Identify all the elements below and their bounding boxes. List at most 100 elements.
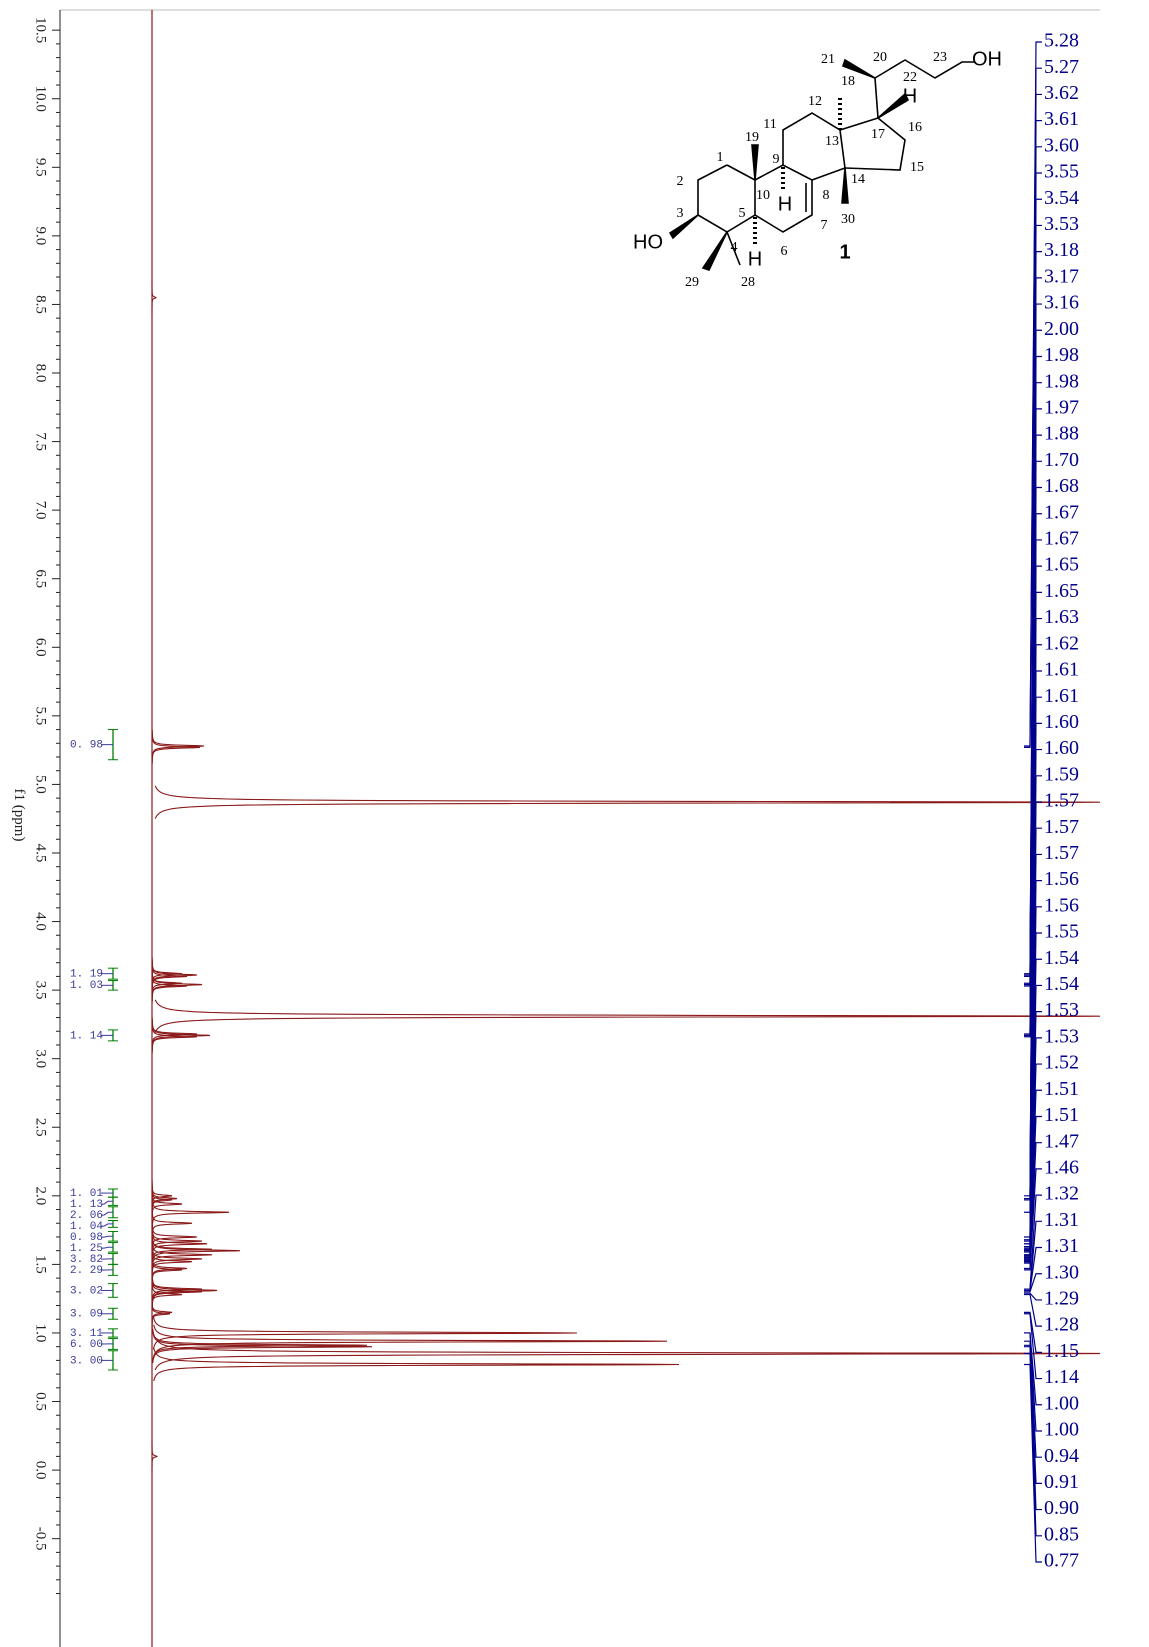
- peak: [151, 960, 188, 993]
- integral-label: 1. 14: [70, 1030, 103, 1042]
- peak: [154, 999, 1100, 1033]
- spectrum: [151, 10, 1100, 1647]
- atom-number: 19: [745, 130, 759, 145]
- integral-label: 3. 00: [70, 1355, 103, 1367]
- atom-number: 12: [808, 94, 822, 109]
- atom-number: 9: [773, 152, 780, 167]
- peak: [153, 1348, 680, 1381]
- x-tick-label: 8.0: [33, 364, 49, 383]
- peak-label: 1.57: [1044, 842, 1079, 864]
- peak: [152, 1329, 373, 1364]
- atom-number: 22: [903, 70, 917, 85]
- atom-number: 30: [841, 212, 855, 227]
- atom-number: 7: [821, 218, 828, 233]
- x-axis-title: f1 (ppm): [11, 789, 27, 842]
- integral-label: 3. 02: [70, 1285, 103, 1297]
- side-chain: [874, 59, 975, 119]
- peak-label: 1.56: [1044, 868, 1079, 890]
- atom-number: 20: [873, 50, 887, 65]
- atom-number: 17: [871, 127, 885, 142]
- peak-label: 0.91: [1044, 1471, 1079, 1493]
- peak-label: 1.57: [1044, 790, 1079, 812]
- peak-label: 5.28: [1044, 30, 1079, 52]
- integral-label: 3. 11: [70, 1328, 103, 1340]
- atom-number: 5: [739, 206, 746, 221]
- peak-label: 1.51: [1044, 1078, 1079, 1100]
- peak: [151, 1020, 198, 1054]
- peak-label: 1.32: [1044, 1183, 1079, 1205]
- peak-connector: [1024, 1340, 1042, 1458]
- integral-label: 0. 98: [70, 1232, 103, 1244]
- peak: [151, 969, 188, 1003]
- peak-label: 1.62: [1044, 632, 1079, 654]
- x-tick-label: 6.5: [33, 569, 49, 588]
- atom-number: 23: [933, 50, 947, 65]
- peak-label: 3.54: [1044, 187, 1079, 209]
- peak-label: 1.53: [1044, 999, 1079, 1021]
- group-label: HO: [633, 231, 663, 253]
- peak-label: 1.60: [1044, 711, 1079, 733]
- x-tick-label: 6.0: [33, 638, 49, 657]
- wedge: [751, 144, 759, 181]
- integral-leader: [101, 1246, 113, 1249]
- peak-label: 3.60: [1044, 134, 1079, 156]
- group-label: H: [748, 248, 762, 270]
- atom-number: 10: [756, 188, 770, 203]
- peak-label: 3.18: [1044, 239, 1079, 261]
- peak-label: 0.77: [1044, 1550, 1079, 1572]
- wedge: [841, 167, 849, 204]
- peak-connector: [1024, 1115, 1042, 1264]
- peak-connector: [1024, 1168, 1042, 1271]
- ring-b: [754, 164, 813, 233]
- peak-connector: [1024, 1246, 1042, 1292]
- group-label: OH: [972, 48, 1002, 70]
- integral-label: 3. 82: [70, 1254, 103, 1266]
- atom-number: 1: [717, 150, 724, 165]
- peak-label: 1.56: [1044, 894, 1079, 916]
- peak-label: 3.61: [1044, 108, 1079, 130]
- peak-label: 0.90: [1044, 1497, 1079, 1519]
- x-tick-label: 4.0: [33, 912, 49, 931]
- peak-connector: [1024, 1142, 1042, 1270]
- wedge: [701, 231, 728, 271]
- peak-label: 1.29: [1044, 1288, 1079, 1310]
- peak-label: 1.31: [1044, 1235, 1079, 1257]
- peak-label: 1.14: [1044, 1366, 1079, 1388]
- peak-label: 1.55: [1044, 921, 1079, 943]
- peak-label: 1.67: [1044, 528, 1079, 550]
- atom-number: 28: [741, 275, 755, 290]
- peak-label: 0.94: [1044, 1445, 1079, 1467]
- ring-c: [782, 112, 846, 181]
- atom-number: 8: [823, 188, 830, 203]
- x-tick-label: 5.0: [33, 775, 49, 794]
- atom-number: 15: [910, 160, 924, 175]
- peak-label: 1.15: [1044, 1340, 1079, 1362]
- atom-number: 3: [677, 206, 684, 221]
- peak-connector: [1024, 1363, 1042, 1563]
- x-tick-label: 10.5: [33, 17, 49, 43]
- x-tick-label: 3.5: [33, 981, 49, 1000]
- peak-label: 1.98: [1044, 370, 1079, 392]
- peak: [151, 1439, 158, 1473]
- x-tick-label: 5.5: [33, 706, 49, 725]
- atom-number: 2: [677, 174, 684, 189]
- peak-label: 1.46: [1044, 1156, 1079, 1178]
- peak-connector: [1024, 1311, 1042, 1353]
- peak-label: 1.65: [1044, 580, 1079, 602]
- integral-label: 1. 19: [70, 969, 103, 981]
- peak-label: 1.63: [1044, 606, 1079, 628]
- peak: [151, 730, 201, 764]
- peak-label: 3.53: [1044, 213, 1079, 235]
- wedge: [668, 214, 699, 240]
- group-label: H: [778, 193, 792, 215]
- integral-label: 0. 98: [70, 740, 103, 752]
- integral-label: 1. 13: [70, 1199, 103, 1211]
- peak-connector: [1024, 67, 1042, 748]
- ring-d: [839, 117, 906, 171]
- peak-label: 1.52: [1044, 1052, 1079, 1074]
- atom-number: 13: [825, 134, 839, 149]
- peak-label: 1.60: [1044, 737, 1079, 759]
- atom-number: 14: [851, 172, 865, 187]
- x-tick-label: 9.0: [33, 226, 49, 245]
